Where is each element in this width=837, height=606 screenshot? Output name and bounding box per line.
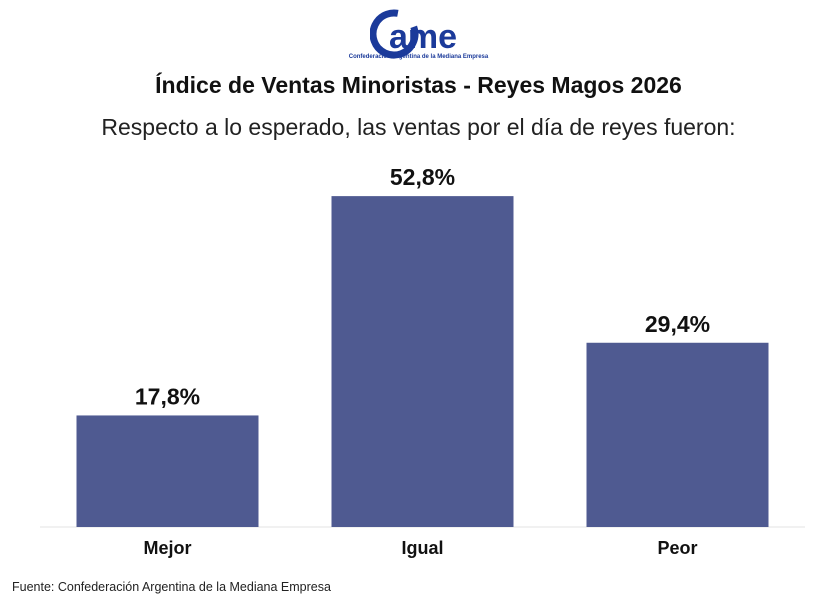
x-tick-label: Igual: [401, 538, 443, 558]
x-tick-label: Peor: [657, 538, 697, 558]
data-label: 29,4%: [645, 311, 710, 337]
bar-mejor: [76, 415, 259, 527]
source-note: Fuente: Confederación Argentina de la Me…: [12, 580, 331, 594]
data-label: 52,8%: [390, 164, 455, 190]
svg-text:ame: ame: [389, 18, 457, 56]
chart-title: Índice de Ventas Minoristas - Reyes Mago…: [155, 72, 682, 98]
data-label: 17,8%: [135, 383, 200, 409]
bar-igual: [331, 196, 514, 527]
chart-subtitle: Respecto a lo esperado, las ventas por e…: [101, 114, 736, 140]
came-logo: ame: [370, 9, 457, 59]
logo-tagline: Confederación Argentina de la Mediana Em…: [348, 54, 489, 60]
bar-peor: [586, 342, 769, 527]
x-tick-label: Mejor: [143, 538, 191, 558]
